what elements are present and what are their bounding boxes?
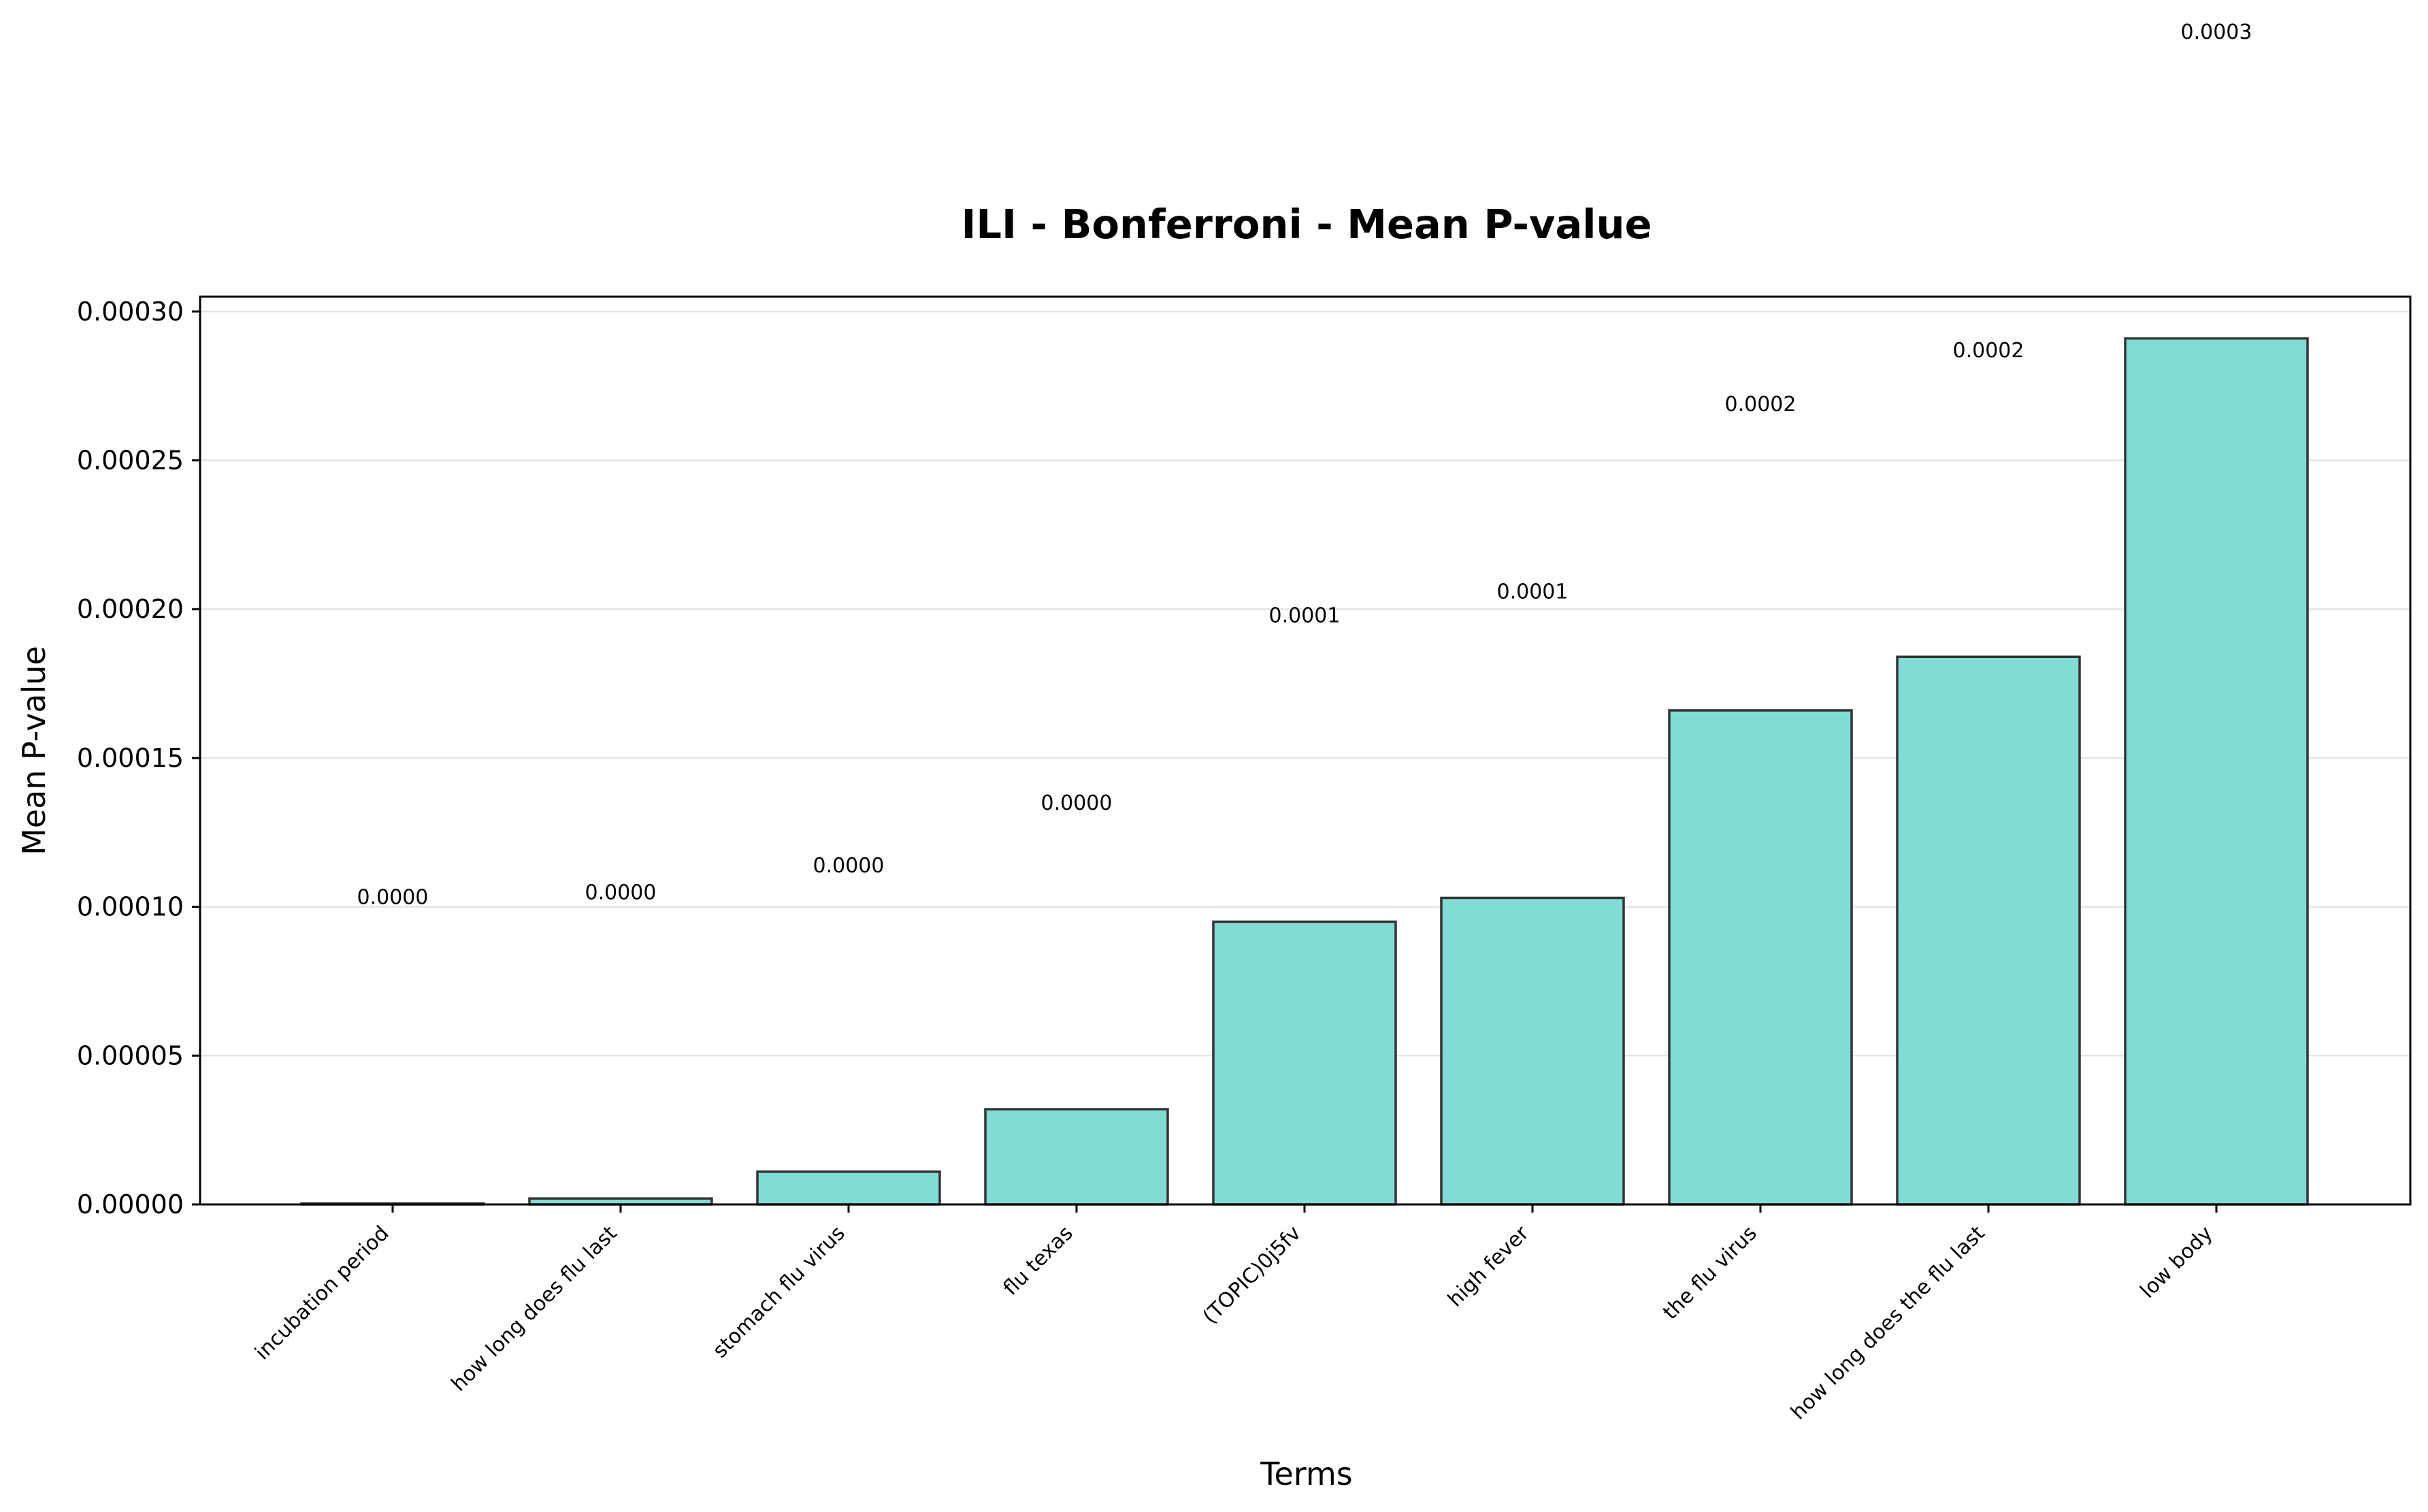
x-tick-label: the flu virus — [1658, 1221, 1762, 1325]
bar — [1896, 655, 2081, 1206]
x-tick-label: how long does flu last — [447, 1221, 622, 1396]
x-tick-label: high fever — [1443, 1221, 1534, 1311]
x-tick-label: low body — [2135, 1221, 2217, 1303]
bars — [300, 337, 2309, 1206]
data-label: 0.0000 — [357, 886, 429, 910]
data-label: 0.0000 — [585, 881, 657, 904]
x-tick-label: how long does the flu last — [1786, 1221, 1990, 1425]
data-label: 0.0000 — [813, 854, 885, 878]
data-label: 0.0001 — [1269, 604, 1341, 627]
data-label: 0.0000 — [1041, 791, 1113, 815]
bar — [1440, 896, 1625, 1206]
y-tick-label: 0.00000 — [77, 1189, 184, 1219]
data-label: 0.0003 — [2181, 20, 2252, 44]
bar — [1668, 709, 1853, 1206]
x-tick-label: (TOPIC)0j5fv — [1198, 1221, 1306, 1329]
x-tick-label: flu texas — [999, 1221, 1078, 1300]
y-tick-label: 0.00010 — [77, 892, 184, 922]
x-axis-label: Terms — [1260, 1456, 1352, 1492]
y-axis-label: Mean P-value — [16, 646, 52, 855]
data-label: 0.0002 — [1725, 393, 1797, 416]
y-tick-label: 0.00020 — [77, 594, 184, 624]
bar — [756, 1170, 941, 1206]
gridlines — [200, 310, 2410, 1206]
bar — [1212, 920, 1397, 1206]
bar — [2124, 337, 2309, 1206]
data-label: 0.0001 — [1497, 580, 1569, 604]
y-tick-label: 0.00025 — [77, 446, 184, 476]
y-tick-label: 0.00030 — [77, 297, 184, 327]
chart-title: ILI - Bonferroni - Mean P-value — [961, 201, 1652, 248]
y-axis-ticks: 0.00000 0.00005 0.00010 0.00015 0.00020 0.000… — [77, 297, 200, 1219]
x-tick-label: incubation period — [250, 1221, 394, 1365]
x-tick-label: stomach flu virus — [708, 1221, 850, 1363]
y-tick-label: 0.00005 — [77, 1040, 184, 1070]
data-labels: 0.0000 0.0000 0.0000 0.0000 0.0001 0.0001 0.00… — [357, 20, 2252, 909]
x-axis-ticks: incubation period how long does flu last s… — [250, 1204, 2218, 1424]
bar — [984, 1108, 1169, 1206]
y-tick-label: 0.00015 — [77, 743, 184, 773]
data-label: 0.0002 — [1953, 339, 2024, 363]
